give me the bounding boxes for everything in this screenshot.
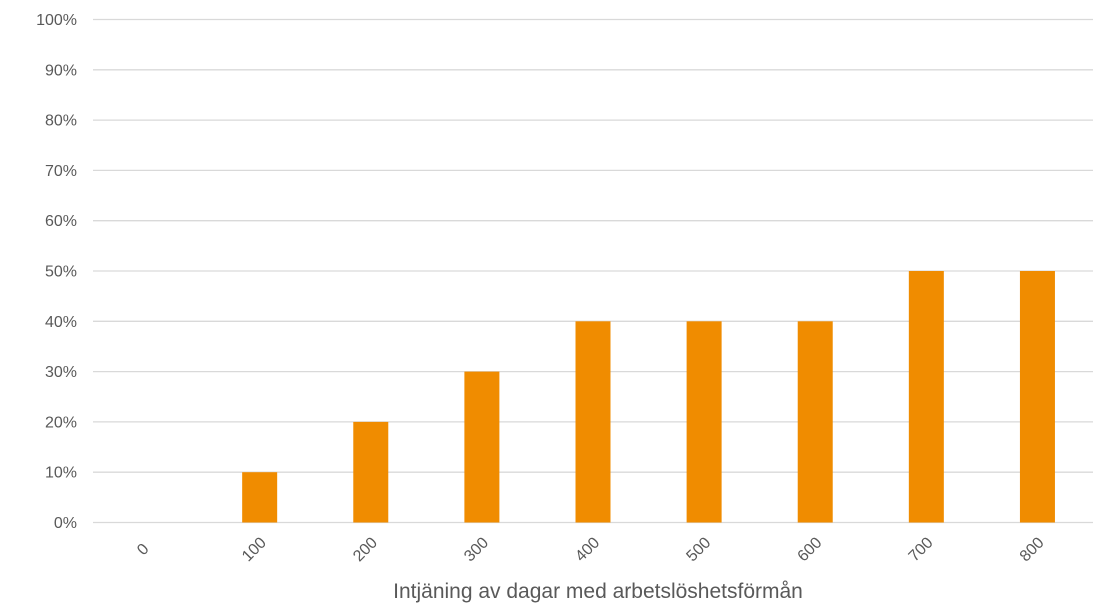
y-tick-label: 90% (45, 62, 77, 79)
y-tick-label: 80% (45, 113, 77, 130)
y-tick-label: 20% (45, 414, 77, 431)
x-tick-label: 100 (239, 534, 270, 565)
bar-300 (464, 371, 500, 523)
x-tick-label: 500 (683, 534, 714, 565)
y-tick-label: 50% (45, 264, 77, 281)
x-axis-tick-labels: 0 100 200 300 400 500 600 700 800 (134, 534, 1048, 565)
x-tick-label: 0 (134, 541, 152, 559)
y-tick-label: 70% (45, 163, 77, 180)
x-axis-title: Intjäning av dagar med arbetslöshetsförm… (393, 580, 803, 603)
x-tick-label: 700 (906, 534, 937, 565)
bar-400 (575, 321, 611, 523)
x-tick-label: 200 (350, 534, 381, 565)
bar-600 (797, 321, 833, 523)
bar-500 (686, 321, 722, 523)
x-tick-label: 300 (461, 534, 492, 565)
y-tick-label: 10% (45, 465, 77, 482)
bars (242, 271, 1055, 523)
y-tick-label: 0% (54, 515, 77, 532)
y-axis-tick-labels: 0% 10% 20% 30% 40% 50% 60% 70% 80% 90% 100% (36, 12, 77, 532)
bar-800 (1019, 271, 1055, 523)
bar-700 (908, 271, 944, 523)
y-tick-label: 100% (36, 12, 77, 29)
y-tick-label: 30% (45, 364, 77, 381)
y-tick-label: 60% (45, 213, 77, 230)
y-tick-label: 40% (45, 314, 77, 331)
x-tick-label: 800 (1017, 534, 1048, 565)
x-tick-label: 400 (572, 534, 603, 565)
x-tick-label: 600 (795, 534, 826, 565)
bar-100 (242, 472, 278, 523)
bar-200 (353, 421, 389, 523)
